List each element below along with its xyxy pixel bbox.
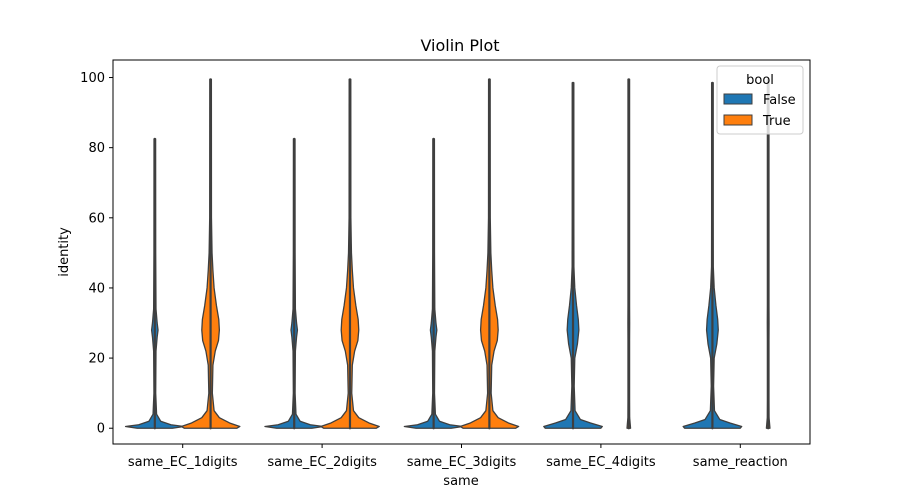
legend-title: bool	[746, 73, 774, 88]
y-tick-label: 80	[88, 141, 105, 156]
y-tick-label: 20	[88, 352, 105, 367]
violins-layer	[124, 78, 771, 430]
legend-label-false: False	[763, 93, 796, 108]
y-tick-label: 40	[88, 281, 105, 296]
x-axis-label: same	[443, 474, 478, 489]
y-axis: 0 20 40 60 80 100	[80, 71, 113, 437]
x-tick-label: same_EC_2digits	[267, 455, 377, 470]
legend-swatch-true	[723, 114, 753, 126]
y-tick-label: 60	[88, 211, 105, 226]
legend-label-true: True	[762, 114, 791, 129]
plot-area-frame	[112, 59, 811, 445]
legend: bool False True	[716, 65, 804, 135]
x-tick-label: same_EC_1digits	[128, 455, 238, 470]
y-tick-label: 0	[97, 422, 105, 437]
legend-swatch-false	[723, 93, 753, 105]
y-tick-label: 100	[80, 71, 105, 86]
x-tick-label: same_EC_3digits	[407, 455, 517, 470]
chart-title: Violin Plot	[420, 36, 499, 55]
x-tick-label: same_reaction	[693, 455, 788, 470]
x-tick-label: same_EC_4digits	[546, 455, 656, 470]
y-axis-label: identity	[57, 227, 72, 277]
x-axis: same_EC_1digits same_EC_2digits same_EC_3d…	[128, 444, 788, 470]
